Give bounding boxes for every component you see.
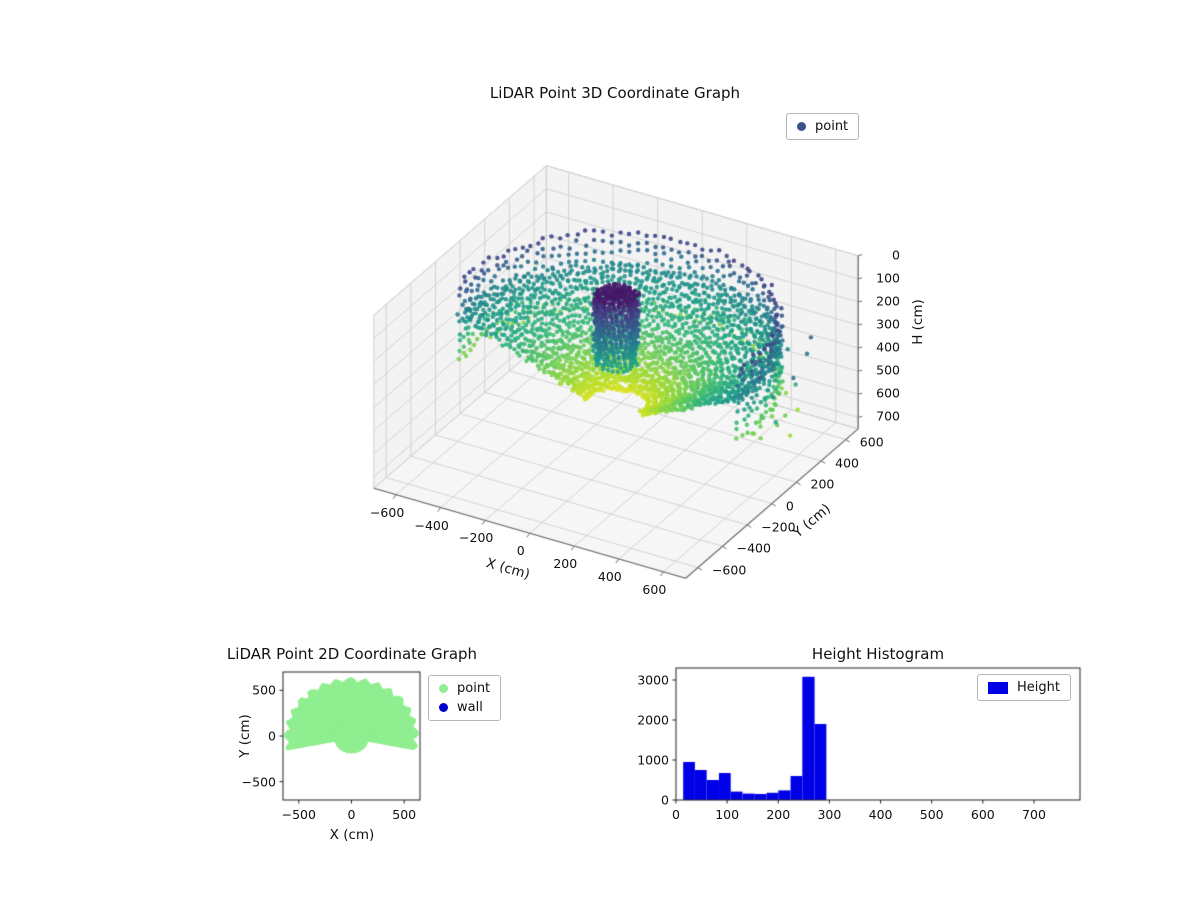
point-marker-icon xyxy=(797,122,806,131)
histogram-legend: Height xyxy=(977,674,1071,701)
height-marker-icon xyxy=(988,681,1008,694)
legend-label-height: Height xyxy=(1017,680,1060,695)
legend-item-wall-2d: wall xyxy=(439,700,490,715)
wall-marker-icon xyxy=(439,703,448,712)
plot2d-legend: point wall xyxy=(428,675,502,721)
legend-label-wall-2d: wall xyxy=(457,700,483,715)
legend-label-point-2d: point xyxy=(457,681,491,696)
legend-item-point-3d: point xyxy=(797,119,848,134)
legend-item-point-2d: point xyxy=(439,681,490,696)
point-marker-icon xyxy=(439,684,448,693)
legend-item-height: Height xyxy=(988,680,1060,695)
legend-label-point-3d: point xyxy=(815,119,849,134)
plot3d-legend: point xyxy=(786,113,860,140)
